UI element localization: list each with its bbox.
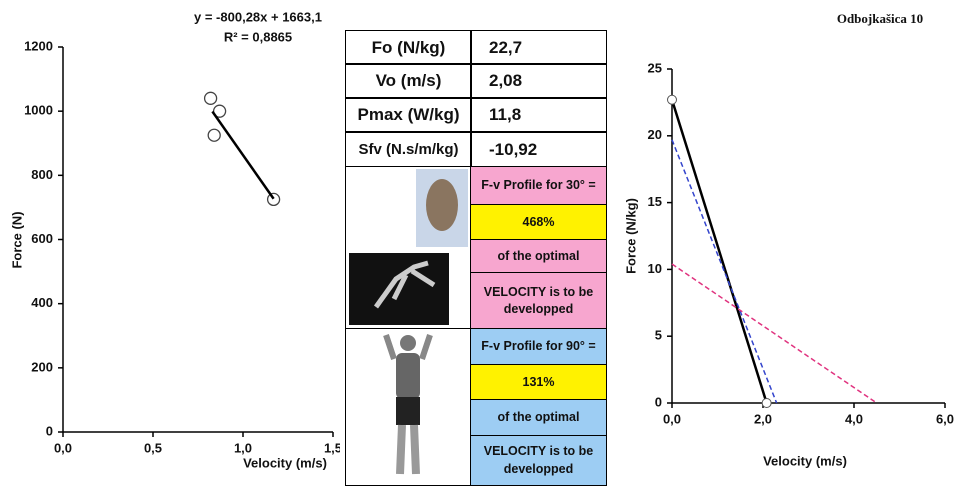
x-tick-label: 0,5	[144, 440, 162, 455]
x-tick-label: 0,0	[54, 440, 72, 455]
x-tick-label: 4,0	[845, 411, 863, 426]
row-value: 11,8	[470, 97, 607, 133]
y-tick-label: 800	[31, 167, 53, 182]
row-label: Sfv (N.s/m/kg)	[345, 131, 472, 168]
x-tick-label: 0,0	[663, 411, 681, 426]
annotation: R² = 0,8865	[224, 29, 292, 44]
chart: 0 5 10 15 20 25 0,0 2,0 4,0 6,0 Odbojkašica 10 Velo…	[610, 0, 964, 486]
x-tick-label: 6,0	[936, 411, 954, 426]
point-marker	[668, 95, 677, 104]
athlete-images	[346, 167, 470, 327]
x-axis-label: Velocity (m/s)	[763, 453, 847, 468]
athlete-images	[346, 329, 470, 485]
point	[208, 129, 220, 141]
profile-note: of the optimal	[470, 239, 607, 274]
row-label: Fo (N/kg)	[345, 30, 472, 65]
page: 0200400600800100012000,00,51,01,5y = -80…	[0, 0, 964, 486]
sprinter-figure	[426, 179, 458, 231]
profile-heading: F-v Profile for 30° =	[470, 166, 607, 206]
y-tick-label: 400	[31, 295, 53, 310]
profile-advice: VELOCITY is to be developped	[470, 272, 607, 330]
point	[205, 92, 217, 104]
line	[212, 111, 273, 198]
chart-title: Odbojkašica 10	[837, 11, 923, 26]
x-tick-label: 2,0	[754, 411, 772, 426]
row-value: 2,08	[470, 63, 607, 99]
y-tick-label: 200	[31, 359, 53, 374]
annotation: y = -800,28x + 1663,1	[194, 9, 322, 24]
jumper-figure	[400, 425, 416, 474]
profile-heading: F-v Profile for 90° =	[470, 328, 607, 366]
jumper-figure	[396, 353, 420, 399]
line	[672, 264, 877, 403]
line	[672, 100, 767, 403]
x-tick-label: 1,0	[234, 440, 252, 455]
y-tick-label: 1200	[24, 38, 53, 53]
row-label: Vo (m/s)	[345, 63, 472, 99]
y-tick-label: 0	[46, 423, 53, 438]
y-tick-label: 1000	[24, 103, 53, 118]
y-tick-label: 0	[655, 394, 662, 409]
y-tick-label: 5	[655, 328, 662, 343]
point	[268, 193, 280, 205]
profile-value: 131%	[470, 364, 607, 401]
image-cell	[345, 166, 472, 330]
row-label: Pmax (W/kg)	[345, 97, 472, 133]
jumper-figure	[396, 397, 420, 425]
image-cell	[345, 328, 472, 486]
chart: 0 200 400 600 800 1000 1200 0,0 0,5 1,0 1,5 y = -80…	[0, 0, 340, 486]
y-axis-label: Force (N/kg)	[623, 198, 638, 274]
y-tick-label: 600	[31, 231, 53, 246]
jumper-figure	[400, 335, 416, 351]
point-marker	[762, 399, 771, 408]
x-tick-label: 1,5	[324, 440, 340, 455]
row-value: -10,92	[470, 131, 607, 168]
y-axis-label: Force (N)	[9, 211, 24, 268]
profile-value: 468%	[470, 204, 607, 241]
x-axis-label: Velocity (m/s)	[243, 455, 327, 470]
profile-advice: VELOCITY is to be developped	[470, 435, 607, 486]
y-tick-label: 20	[648, 127, 662, 142]
y-tick-label: 10	[648, 261, 662, 276]
profile-note: of the optimal	[470, 399, 607, 437]
y-tick-label: 25	[648, 60, 662, 75]
row-value: 22,7	[470, 30, 607, 65]
y-tick-label: 15	[648, 194, 662, 209]
